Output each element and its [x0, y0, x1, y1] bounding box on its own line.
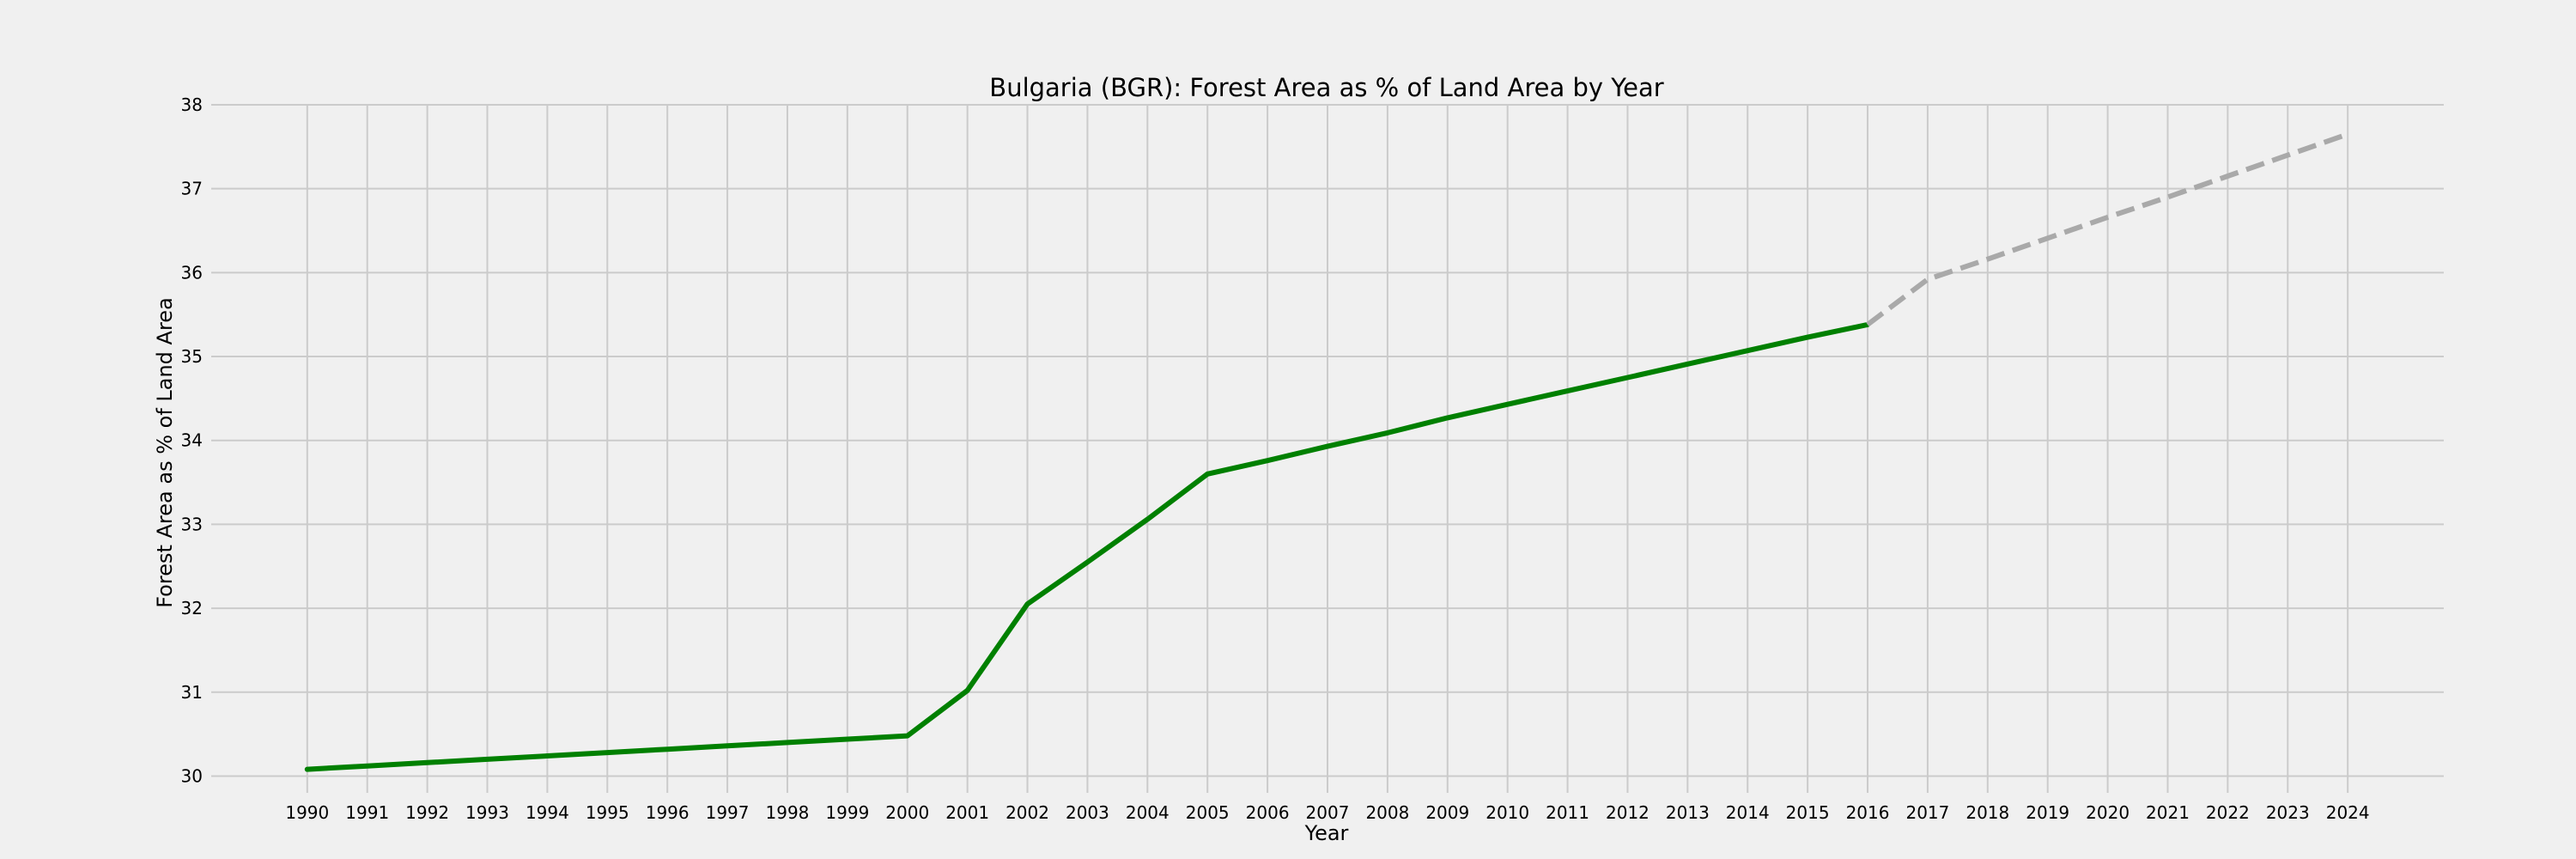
- x-tick-label: 2019: [2026, 802, 2069, 823]
- x-tick-label: 2015: [1786, 802, 1830, 823]
- x-tick-label: 2006: [1246, 802, 1290, 823]
- x-tick-label: 1994: [526, 802, 569, 823]
- x-tick-label: 2011: [1546, 802, 1589, 823]
- y-tick-label: 33: [181, 514, 203, 534]
- x-tick-label: 2008: [1365, 802, 1409, 823]
- x-tick-label: 2010: [1485, 802, 1529, 823]
- x-tick-label: 2018: [1965, 802, 2009, 823]
- y-tick-label: 30: [181, 765, 203, 786]
- x-tick-label: 2013: [1666, 802, 1710, 823]
- x-tick-label: 2004: [1126, 802, 1170, 823]
- forest-area-series-line: [304, 321, 1870, 772]
- x-tick-label: 2005: [1186, 802, 1230, 823]
- x-tick-label: 1999: [825, 802, 869, 823]
- y-tick-label: 34: [181, 430, 203, 451]
- x-tick-label: 2017: [1905, 802, 1949, 823]
- x-tick-label: 2023: [2266, 802, 2310, 823]
- x-tick-label: 2020: [2086, 802, 2129, 823]
- x-tick-label: 2024: [2326, 802, 2370, 823]
- x-tick-labels: 1990 1991 1992 1993 1994 1995 1996 1997 1998 1999…: [285, 802, 2369, 823]
- x-tick-label: 1992: [405, 802, 449, 823]
- y-tick-label: 35: [181, 346, 203, 367]
- y-tick-label: 31: [181, 682, 203, 703]
- x-tick-label: 1996: [646, 802, 690, 823]
- x-tick-label: 1995: [586, 802, 629, 823]
- x-tick-label: 1993: [465, 802, 509, 823]
- x-tick-label: 2016: [1846, 802, 1890, 823]
- x-tick-label: 2021: [2146, 802, 2190, 823]
- x-tick-label: 2001: [945, 802, 989, 823]
- y-tick-labels: 30 31 32 33 34 35 36 37 38: [181, 94, 203, 786]
- x-tick-label: 1990: [285, 802, 329, 823]
- y-tick-label: 37: [181, 179, 203, 199]
- x-tick-label: 1997: [706, 802, 750, 823]
- y-axis-label: Forest Area as % of Land Area: [153, 297, 177, 608]
- x-axis-label: Year: [1304, 821, 1349, 845]
- chart-title: Bulgaria (BGR): Forest Area as % of Land…: [989, 73, 1663, 102]
- x-tick-label: 2003: [1066, 802, 1109, 823]
- x-tick-label: 2009: [1425, 802, 1469, 823]
- y-gridlines: [211, 104, 2444, 777]
- x-tick-label: 1998: [766, 802, 810, 823]
- x-tick-label: 2000: [885, 802, 929, 823]
- x-tick-label: 2002: [1005, 802, 1049, 823]
- x-tick-label: 1991: [345, 802, 389, 823]
- y-tick-label: 32: [181, 598, 203, 618]
- y-tick-label: 38: [181, 94, 203, 115]
- series-layer: [304, 131, 2349, 772]
- x-tick-label: 2007: [1306, 802, 1350, 823]
- x-tick-label: 2014: [1726, 802, 1770, 823]
- x-tick-label: 2012: [1606, 802, 1649, 823]
- x-tick-label: 2022: [2206, 802, 2250, 823]
- y-tick-label: 36: [181, 262, 203, 283]
- projected-series-line: [1866, 131, 2349, 327]
